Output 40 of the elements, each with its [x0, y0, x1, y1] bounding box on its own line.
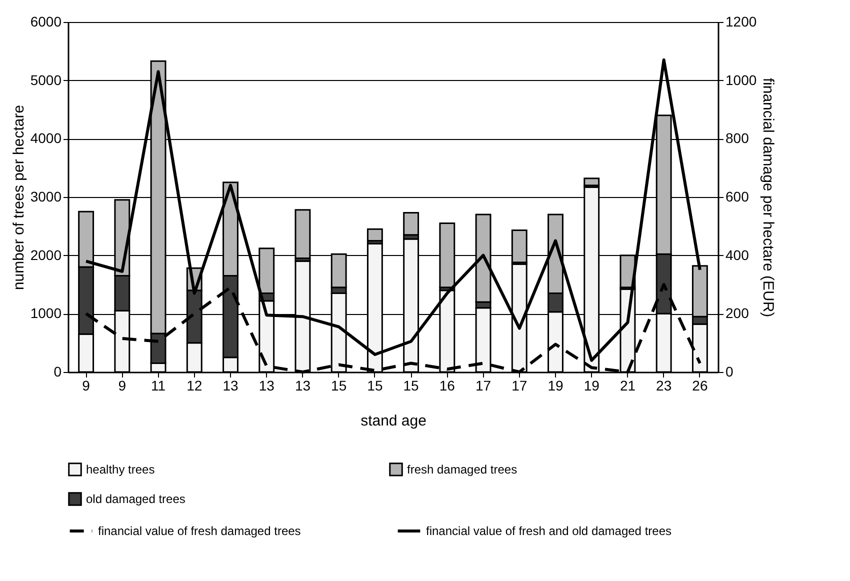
x-tick-label: 13	[222, 378, 238, 394]
y2-tick-label: 800	[726, 130, 750, 146]
y-tick-label: 0	[54, 364, 62, 380]
x-tick-label: 16	[439, 378, 456, 394]
x-tick-label: 15	[367, 378, 383, 394]
x-tick-label: 21	[620, 378, 636, 394]
x-tick-label: 15	[403, 378, 420, 394]
legend-label: old damaged trees	[86, 492, 186, 506]
x-tick-label: 23	[656, 378, 672, 394]
y-tick-label: 5000	[30, 72, 62, 88]
legend-label: healthy trees	[86, 462, 155, 476]
x-axis-title: stand age	[360, 412, 426, 430]
x-tick-label: 9	[82, 378, 90, 394]
y-tick-label: 4000	[30, 130, 62, 146]
x-tick-label: 9	[118, 378, 126, 394]
x-tick-label: 13	[294, 378, 311, 394]
x-tick-label: 13	[258, 378, 275, 394]
x-tick-label: 19	[584, 378, 600, 394]
y2-tick-label: 600	[726, 188, 750, 204]
y2-tick-label: 0	[726, 364, 734, 380]
legend-label: fresh damaged trees	[407, 462, 518, 476]
x-tick-label: 12	[186, 378, 202, 394]
y2-tick-label: 400	[726, 246, 750, 263]
y2-tick-label: 1200	[726, 14, 757, 30]
x-tick-label: 17	[475, 378, 492, 394]
legend-label: financial value of fresh damaged trees	[98, 524, 301, 538]
y2-tick-label: 200	[726, 305, 750, 322]
x-tick-label: 19	[548, 378, 564, 394]
y-tick-label: 6000	[30, 14, 62, 30]
y-tick-label: 3000	[30, 188, 62, 204]
x-tick-label: 17	[512, 378, 528, 394]
y2-tick-label: 1000	[726, 72, 757, 88]
x-tick-label: 15	[331, 378, 347, 394]
x-tick-label: 26	[692, 378, 708, 394]
y2-axis-title: financial damage per hectare (EUR)	[760, 78, 777, 318]
legend-label: financial value of fresh and old damaged trees	[426, 524, 672, 538]
y-tick-label: 2000	[30, 246, 62, 263]
x-tick-label: 11	[151, 378, 166, 394]
y-axis-title: number of trees per hectare	[10, 104, 28, 290]
y-tick-label: 1000	[30, 305, 62, 322]
